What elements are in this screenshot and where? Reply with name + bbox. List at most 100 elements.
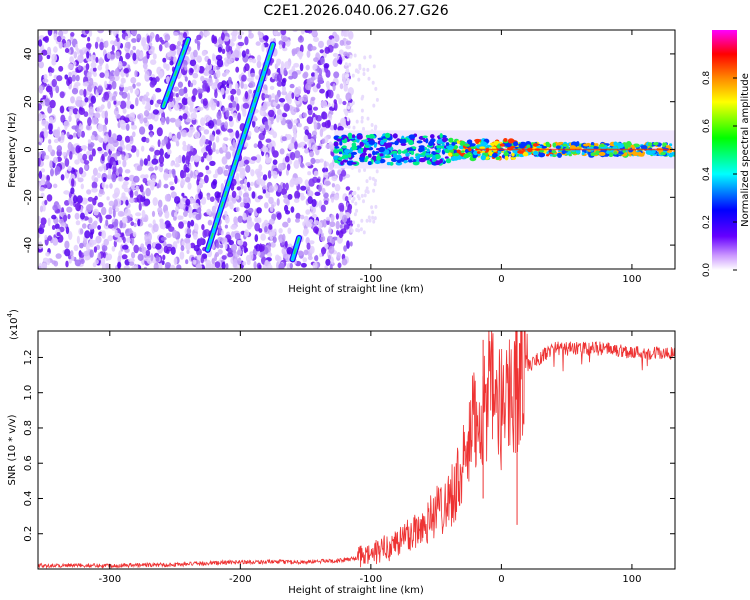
noise-speckle [236, 186, 241, 191]
tone-mark [480, 155, 486, 161]
noise-speckle [52, 156, 59, 164]
noise-speckle [152, 197, 158, 206]
noise-speckle [105, 40, 109, 48]
noise-speckle [359, 227, 363, 232]
noise-speckle [48, 116, 54, 124]
noise-speckle [241, 50, 246, 58]
snr-series-line [38, 331, 675, 569]
noise-speckle [357, 196, 361, 201]
noise-speckle [143, 110, 150, 117]
noise-speckle [375, 97, 379, 102]
noise-speckle [206, 169, 212, 175]
noise-speckle [38, 227, 45, 235]
noise-speckle [49, 160, 53, 169]
noise-speckle [207, 219, 213, 226]
noise-speckle [323, 62, 330, 69]
noise-speckle [356, 69, 360, 74]
noise-speckle [281, 90, 288, 96]
tone-mark [551, 150, 557, 154]
noise-speckle [131, 251, 136, 259]
noise-speckle [272, 159, 278, 165]
noise-speckle [264, 226, 268, 233]
noise-speckle [307, 196, 313, 205]
noise-speckle [75, 171, 80, 180]
noise-speckle [88, 106, 94, 116]
noise-speckle [351, 73, 355, 78]
noise-speckle [191, 95, 196, 102]
noise-speckle [79, 89, 84, 96]
noise-speckle [119, 211, 126, 217]
tone-mark [533, 150, 539, 156]
noise-speckle [89, 77, 94, 86]
noise-speckle [308, 178, 315, 187]
noise-speckle [307, 77, 314, 85]
noise-speckle [228, 82, 233, 92]
noise-speckle [244, 178, 248, 186]
streak-core [291, 237, 300, 260]
noise-speckle [84, 30, 90, 34]
tone-mark [392, 133, 398, 139]
noise-speckle [293, 62, 300, 68]
noise-speckle [125, 123, 130, 131]
noise-speckle [86, 42, 92, 49]
noise-speckle [207, 58, 212, 66]
noise-speckle [215, 118, 222, 126]
noise-speckle [247, 130, 252, 137]
noise-speckle [258, 127, 265, 132]
noise-speckle [137, 253, 144, 261]
noise-speckle [200, 117, 206, 127]
noise-speckle [337, 59, 343, 65]
noise-speckle [200, 75, 205, 82]
tone-mark [668, 153, 674, 158]
tone-mark [503, 151, 509, 157]
noise-speckle [324, 243, 329, 249]
noise-speckle [201, 224, 205, 231]
noise-speckle [175, 96, 181, 102]
noise-speckle [360, 96, 364, 101]
tone-mark [413, 159, 417, 162]
noise-speckle [165, 232, 172, 238]
noise-speckle [312, 262, 318, 269]
noise-speckle [179, 251, 185, 260]
noise-speckle [365, 186, 369, 191]
noise-speckle [314, 191, 321, 196]
noise-speckle [363, 193, 367, 198]
noise-speckle [97, 30, 104, 34]
noise-speckle [313, 226, 319, 234]
noise-speckle [142, 44, 150, 51]
noise-speckle [113, 30, 117, 37]
noise-speckle [124, 169, 131, 174]
tone-mark [377, 137, 384, 141]
tone-mark [439, 133, 443, 139]
noise-speckle [373, 182, 377, 187]
noise-speckle [103, 151, 108, 157]
noise-speckle [176, 239, 180, 244]
y-tick-label: 0.6 [23, 455, 34, 471]
noise-speckle [62, 30, 69, 35]
noise-speckle [89, 231, 94, 240]
noise-speckle [56, 75, 63, 82]
noise-speckle [310, 157, 316, 165]
noise-speckle [137, 114, 141, 120]
tone-mark [595, 150, 600, 156]
noise-speckle [316, 178, 321, 183]
noise-speckle [292, 30, 298, 33]
noise-speckle [353, 212, 357, 217]
noise-speckle [65, 260, 69, 268]
noise-speckle [97, 123, 104, 133]
noise-speckle [87, 139, 92, 144]
noise-speckle [98, 188, 104, 195]
noise-speckle [51, 214, 57, 220]
noise-speckle [223, 137, 229, 142]
tone-mark [342, 154, 349, 159]
noise-speckle [217, 166, 224, 175]
noise-speckle [294, 150, 301, 159]
noise-speckle [313, 36, 319, 43]
noise-speckle [372, 103, 376, 108]
noise-speckle [70, 187, 75, 195]
noise-speckle [188, 126, 195, 133]
noise-speckle [121, 77, 126, 84]
noise-speckle [319, 49, 324, 54]
noise-speckle [225, 263, 229, 269]
noise-speckle [310, 46, 317, 51]
